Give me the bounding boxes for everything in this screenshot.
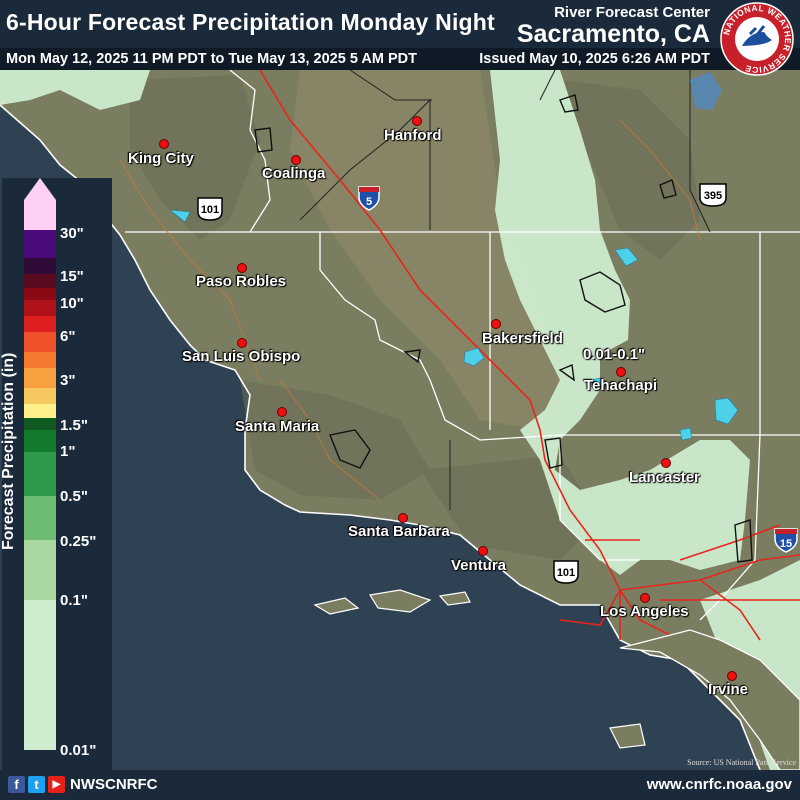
- precip-legend: Forecast Precipitation (in) 30" 15" 10" …: [0, 178, 112, 770]
- land-shade: [130, 75, 700, 560]
- twitter-icon[interactable]: t: [28, 776, 45, 793]
- lakes: [169, 209, 739, 441]
- secondary-roads: [119, 119, 701, 501]
- website-link[interactable]: www.cnrfc.noaa.gov: [646, 776, 792, 793]
- city-label: Santa Maria: [235, 418, 320, 435]
- legend-tick: 1.5": [60, 417, 88, 434]
- legend-tick: 10": [60, 295, 84, 312]
- city-label: Irvine: [708, 681, 749, 698]
- shield-label: 101: [557, 567, 575, 579]
- legend-axis-label: Forecast Precipitation (in): [0, 352, 17, 550]
- city-label: Coalinga: [262, 165, 326, 182]
- facebook-icon[interactable]: f: [8, 776, 25, 793]
- city-marker: [661, 458, 671, 468]
- city-label: Los Angeles: [600, 603, 689, 620]
- burn-scars: [254, 94, 753, 563]
- legend-tick: 0.1": [60, 592, 88, 609]
- valley-floor: [290, 70, 560, 430]
- city-label: Bakersfield: [482, 330, 563, 347]
- shield-label: 5: [366, 196, 372, 208]
- region-lines: [299, 59, 711, 510]
- city-label: Ventura: [451, 557, 507, 574]
- owens-lake: [690, 72, 722, 110]
- city-marker: [237, 338, 247, 348]
- social-handle[interactable]: NWSCNRFC: [70, 776, 158, 793]
- rfc-name: River Forecast Center: [554, 4, 710, 21]
- city-label: Lancaster: [629, 469, 700, 486]
- issued-time: Issued May 10, 2025 6:26 AM PDT: [479, 51, 710, 67]
- header-bar: 6-Hour Forecast Precipitation Monday Nig…: [0, 0, 800, 48]
- page-title: 6-Hour Forecast Precipitation Monday Nig…: [6, 9, 495, 35]
- city-marker: [412, 116, 422, 126]
- legend-tick: 30": [60, 225, 84, 242]
- city-label: Paso Robles: [196, 273, 287, 290]
- city-label: King City: [128, 150, 194, 167]
- city-marker: [398, 513, 408, 523]
- city-marker: [727, 671, 737, 681]
- city-label: Santa Barbara: [348, 523, 450, 540]
- social-links: f t ▶: [8, 776, 65, 793]
- rfc-location: Sacramento, CA: [516, 20, 710, 48]
- us-395-shield: 395: [699, 183, 727, 207]
- city-marker: [478, 546, 488, 556]
- shield-label: 395: [704, 190, 722, 202]
- legend-tick: 15": [60, 268, 84, 285]
- valid-period: Mon May 12, 2025 11 PM PDT to Tue May 13…: [6, 51, 417, 67]
- islands: [313, 589, 646, 749]
- city-marker: [491, 319, 501, 329]
- nws-logo: NATIONAL WEATHER SERVICE: [720, 2, 794, 76]
- source-credit: Source: US National Park Service: [687, 758, 796, 767]
- legend-tick: 6": [60, 328, 76, 345]
- us-101-shield: 101: [197, 197, 223, 221]
- city-label: Hanford: [384, 127, 442, 144]
- legend-tick: 0.5": [60, 488, 88, 505]
- youtube-icon[interactable]: ▶: [48, 776, 65, 793]
- city-marker: [616, 367, 626, 377]
- city-marker: [277, 407, 287, 417]
- legend-tick: 0.25": [60, 533, 97, 550]
- precip-area-coast: [0, 70, 150, 110]
- interstate-5-shield: 5: [358, 186, 380, 211]
- city-label: Tehachapi: [584, 377, 658, 394]
- legend-tick: 0.01": [60, 742, 97, 759]
- city-marker: [237, 263, 247, 273]
- subheader-bar: Mon May 12, 2025 11 PM PDT to Tue May 13…: [0, 48, 800, 70]
- legend-colorbar: [24, 178, 56, 750]
- city-marker: [291, 155, 301, 165]
- precip-area-0.01-0.1: [490, 70, 750, 575]
- shield-label: 15: [780, 538, 792, 550]
- us-101-shield: 101: [553, 560, 579, 584]
- interstate-15-shield: 15: [774, 528, 798, 553]
- city-marker: [159, 139, 169, 149]
- shield-label: 101: [201, 204, 219, 216]
- city-label: San Luis Obispo: [182, 348, 301, 365]
- legend-tick: 3": [60, 372, 76, 389]
- footer-bar: f t ▶ NWSCNRFC www.cnrfc.noaa.gov: [0, 770, 800, 800]
- legend-tick: 1": [60, 443, 76, 460]
- city-marker: [640, 593, 650, 603]
- precip-annotation: 0.01-0.1": [583, 346, 646, 363]
